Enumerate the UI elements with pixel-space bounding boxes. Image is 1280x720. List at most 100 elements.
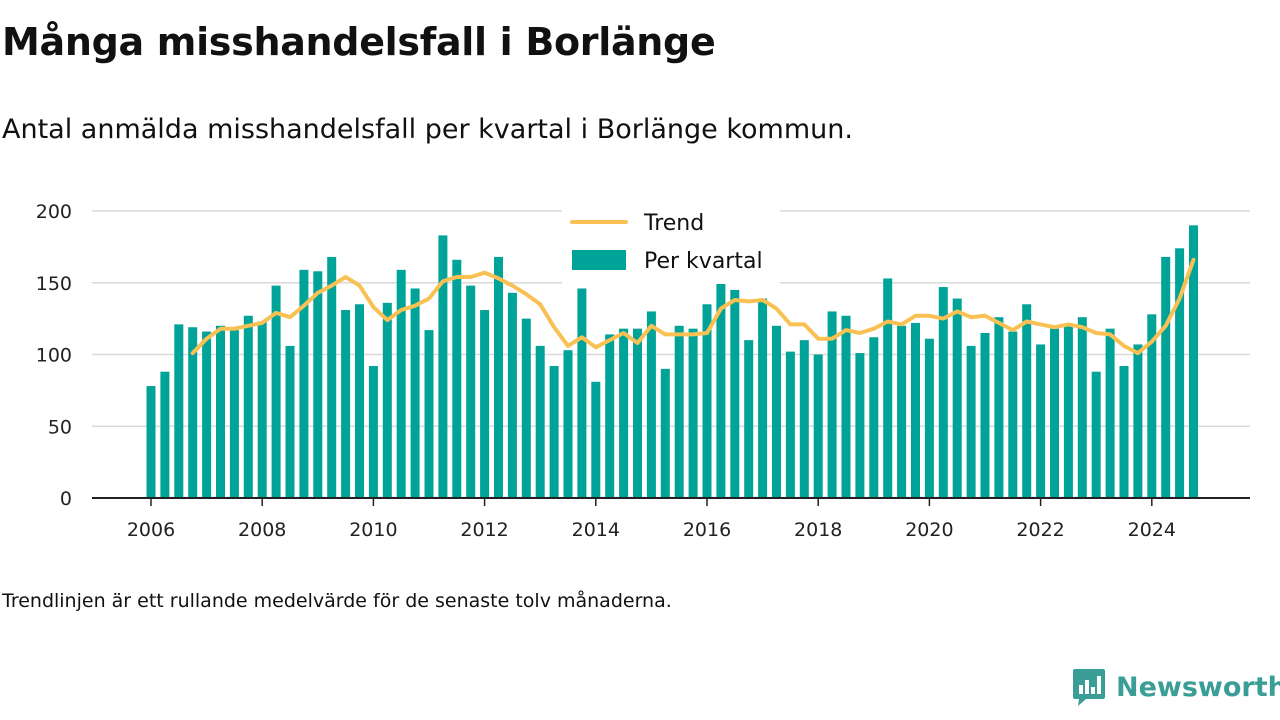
y-tick-label: 150 [36, 273, 72, 295]
x-tick-label: 2006 [127, 519, 175, 541]
bar [368, 365, 378, 498]
y-tick-label: 100 [36, 345, 72, 367]
bar [424, 330, 434, 498]
bar [869, 337, 879, 498]
bar [466, 285, 476, 498]
newsworthy-logo-text: Newsworthy [1116, 671, 1280, 703]
x-tick-label: 2018 [794, 519, 842, 541]
bar [799, 340, 809, 498]
newsworthy-logo: Newsworthy [1072, 666, 1280, 708]
bar [1161, 256, 1171, 498]
chart-title: Många misshandelsfall i Borlänge [2, 20, 716, 64]
y-tick-label: 50 [48, 416, 72, 438]
bar-series [146, 225, 1198, 498]
x-tick-label: 2012 [460, 519, 508, 541]
bar [327, 256, 337, 498]
bar [480, 310, 490, 498]
bar [646, 311, 656, 498]
bar [1133, 344, 1143, 498]
x-tick-label: 2024 [1128, 519, 1176, 541]
bar [521, 318, 531, 498]
x-tick-labels: 2006 2008 2010 2012 2014 2016 2018 2020 2022 2024 [127, 498, 1176, 541]
bar [313, 271, 323, 498]
bar [243, 315, 253, 498]
bar [188, 327, 198, 498]
bar [160, 371, 170, 498]
x-tick-label: 2016 [683, 519, 731, 541]
legend-trend-label: Trend [643, 211, 704, 236]
bar [591, 381, 601, 498]
bar [772, 325, 781, 498]
bar [1091, 371, 1101, 498]
x-tick-label: 2010 [349, 519, 397, 541]
bar [855, 353, 865, 498]
y-tick-label: 0 [60, 488, 72, 510]
bar [202, 331, 212, 498]
bar [1077, 317, 1087, 498]
x-tick-label: 2022 [1016, 519, 1064, 541]
newsworthy-logo-icon [1073, 669, 1105, 706]
bar [452, 259, 462, 498]
chart-subtitle: Antal anmälda misshandelsfall per kvarta… [2, 114, 853, 145]
bar [341, 310, 351, 498]
bar [1022, 304, 1032, 498]
bar [827, 311, 837, 498]
bar [1189, 225, 1198, 498]
bar [980, 332, 990, 498]
bar [410, 288, 420, 498]
bar [674, 325, 684, 498]
bar [563, 350, 573, 498]
bar [396, 269, 406, 498]
trend-line [190, 257, 1196, 356]
bar [1063, 325, 1073, 498]
legend-background [562, 206, 780, 284]
bar [633, 328, 642, 498]
x-tick-label: 2008 [238, 519, 286, 541]
bar [924, 338, 934, 498]
bar [1008, 331, 1018, 498]
bar [535, 345, 545, 498]
legend-bar-swatch [572, 250, 626, 270]
bar [966, 345, 976, 498]
bar [494, 256, 503, 498]
bar [1105, 328, 1115, 498]
bar [1119, 365, 1129, 498]
bar [716, 277, 726, 498]
x-tick-label: 2020 [905, 519, 953, 541]
bar [897, 325, 907, 498]
bar [952, 298, 962, 498]
bar [146, 386, 156, 498]
bar [257, 321, 267, 498]
bar [883, 278, 893, 498]
chart-footnote: Trendlinjen är ett rullande medelvärde f… [2, 590, 672, 612]
bar [660, 368, 670, 498]
bar [1050, 328, 1059, 498]
bar [841, 315, 851, 498]
legend: Trend Per kvartal [562, 206, 780, 284]
bar [507, 292, 517, 498]
bar [271, 285, 281, 498]
y-tick-label: 200 [36, 201, 72, 223]
bar [174, 324, 184, 498]
bar [382, 302, 392, 498]
bar [1036, 344, 1046, 498]
bar [911, 322, 920, 498]
bar [299, 269, 309, 498]
bar [1147, 314, 1157, 498]
bar [216, 325, 225, 498]
bar [285, 345, 295, 498]
x-tick-label: 2014 [572, 519, 620, 541]
bar [785, 351, 795, 498]
bar [730, 289, 740, 498]
bar [355, 304, 364, 498]
bar [938, 287, 948, 498]
bar [688, 328, 698, 498]
bar [577, 288, 587, 498]
bar [758, 298, 768, 498]
bar [549, 365, 559, 498]
bar [994, 317, 1004, 498]
bar [605, 334, 615, 498]
legend-bar-label: Per kvartal [644, 249, 763, 274]
bar [1175, 248, 1185, 498]
bar [813, 354, 823, 498]
